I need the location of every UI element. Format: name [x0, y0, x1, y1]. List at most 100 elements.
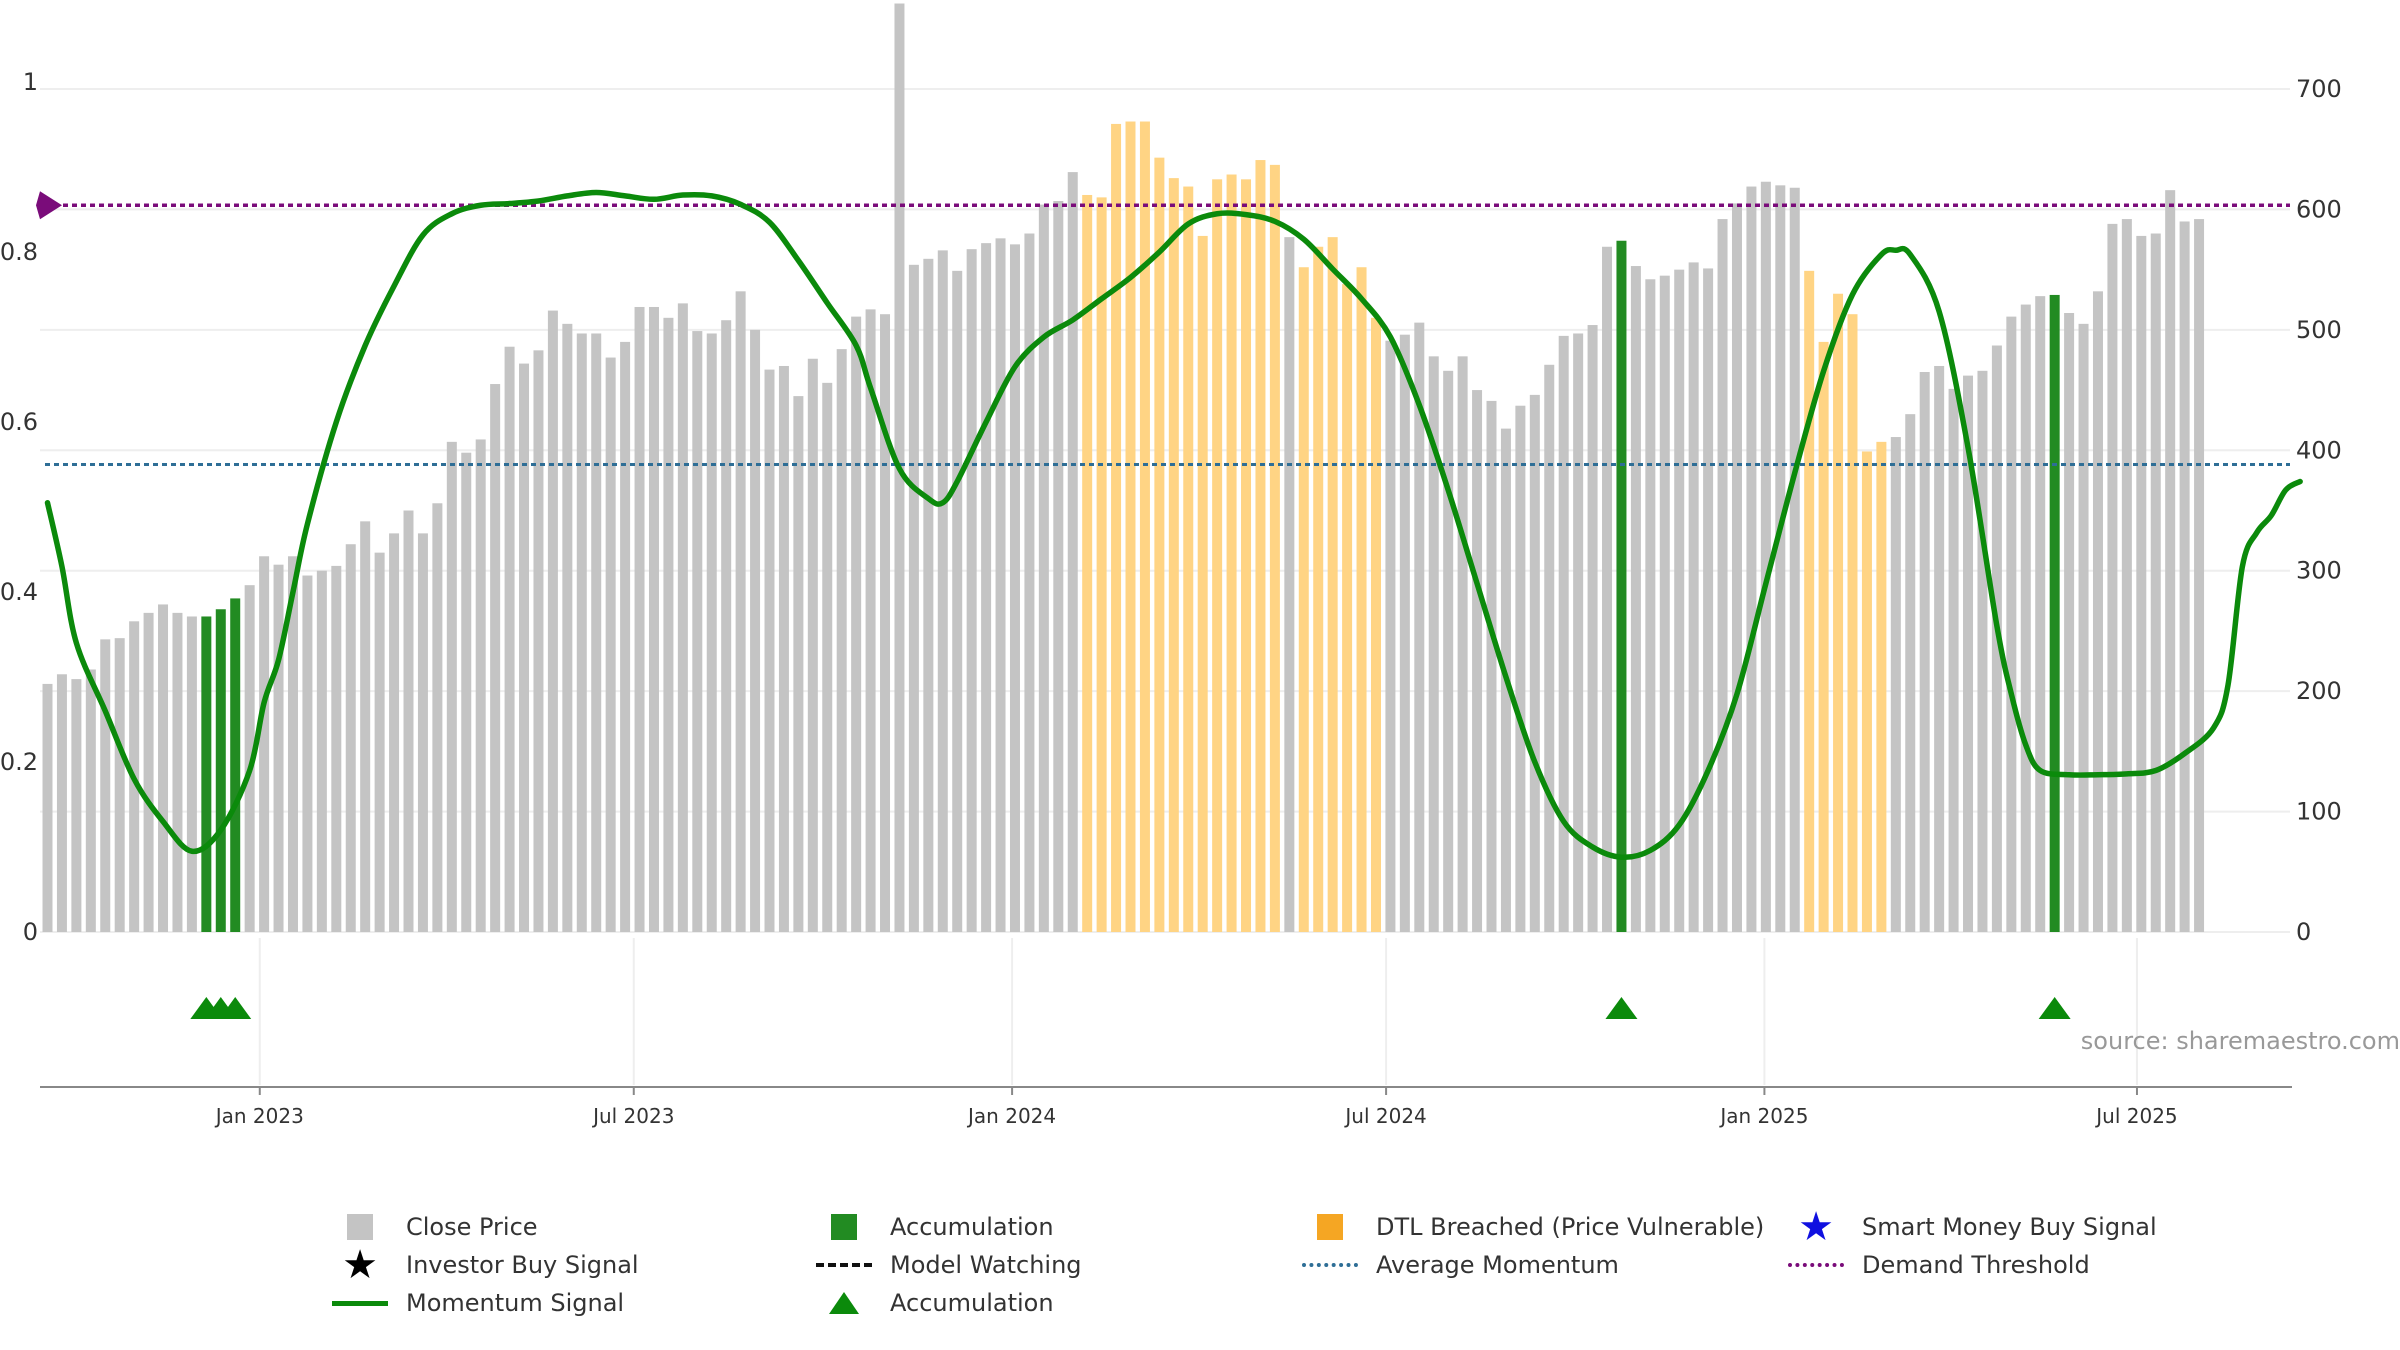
price-bar: [287, 556, 298, 932]
price-bar: [1385, 340, 1396, 933]
dtl-breached-bar: [1269, 164, 1280, 932]
price-bars: [42, 3, 2205, 933]
price-bar: [1443, 370, 1454, 932]
price-bar: [1934, 365, 1945, 932]
price-bar: [1717, 219, 1728, 932]
price-bar: [2179, 221, 2190, 932]
dtl-breached-bar: [1804, 270, 1815, 932]
price-bar: [937, 250, 948, 933]
price-bar: [186, 616, 197, 932]
legend-accumulation-marker: Accumulation: [804, 1284, 1054, 1322]
dtl-breached-bar: [1241, 179, 1252, 933]
price-bar: [692, 331, 703, 933]
price-bar: [374, 552, 385, 932]
price-bar: [1963, 375, 1974, 932]
price-bar: [677, 303, 688, 932]
price-bar: [1890, 437, 1901, 932]
price-bar: [533, 350, 544, 933]
price-bar: [100, 639, 111, 932]
price-bar: [851, 316, 862, 932]
price-bar: [1746, 186, 1757, 933]
dashed-line-icon: [804, 1246, 884, 1284]
left-axis-tick: 1: [23, 68, 38, 96]
legend-label: DTL Breached (Price Vulnerable): [1376, 1213, 1765, 1241]
price-bar: [735, 291, 746, 932]
dtl-breached-bar: [1125, 121, 1136, 932]
legend-label: Smart Money Buy Signal: [1862, 1213, 2157, 1241]
price-bar: [1760, 181, 1771, 933]
dtl-breached-bar: [1342, 284, 1353, 932]
price-bar: [1284, 237, 1295, 932]
left-axis-tick: 0.4: [0, 578, 38, 606]
legend-smart-money: ★ Smart Money Buy Signal: [1776, 1207, 2157, 1247]
dtl-breached-bar: [1154, 157, 1165, 932]
price-bar: [634, 306, 645, 932]
price-bar: [1688, 262, 1699, 933]
price-bar: [1602, 246, 1613, 933]
accumulation-triangle-icon: [2038, 997, 2071, 1019]
legend-label: Accumulation: [890, 1289, 1054, 1317]
price-bar: [2194, 219, 2205, 932]
price-bar: [576, 333, 587, 933]
price-bar: [1457, 356, 1468, 932]
price-bar: [1053, 200, 1064, 933]
x-axis-tick: Jan 2023: [214, 1104, 304, 1128]
dtl-breached-bar: [1139, 121, 1150, 932]
price-bar: [316, 570, 327, 932]
price-bar: [2064, 312, 2075, 932]
price-bar: [836, 349, 847, 932]
legend-average-momentum: Average Momentum: [1290, 1246, 1619, 1284]
price-bar: [432, 503, 443, 932]
price-bar: [1948, 388, 1959, 932]
legend-accumulation-bar: Accumulation: [804, 1208, 1054, 1246]
price-bar: [519, 363, 530, 932]
price-bar: [1009, 244, 1020, 933]
accumulation-bar: [2049, 294, 2060, 932]
price-bar: [1659, 275, 1670, 932]
price-bar: [2150, 233, 2161, 932]
accumulation-triangle-icon: [1605, 997, 1638, 1019]
momentum-signal-line: [44, 189, 2303, 861]
price-bar: [417, 533, 428, 932]
right-axis-tick: 0: [2296, 918, 2311, 946]
left-axis-tick: 0.6: [0, 408, 38, 436]
accumulation-bar: [201, 616, 212, 932]
legend-model-watching: Model Watching: [804, 1246, 1082, 1284]
legend-demand-threshold: Demand Threshold: [1776, 1246, 2090, 1284]
dtl-breached-bar: [1111, 123, 1122, 932]
dtl-breached-bar: [1876, 441, 1887, 932]
price-bar: [114, 638, 125, 932]
x-axis-tick: Jan 2025: [1718, 1104, 1808, 1128]
price-bar: [648, 306, 659, 932]
price-bar: [85, 669, 96, 932]
dtl-breached-bar: [1226, 174, 1237, 933]
legend-label: Momentum Signal: [406, 1289, 625, 1317]
price-bar: [750, 329, 761, 932]
right-axis-tick: 500: [2296, 316, 2342, 344]
price-bar: [403, 510, 414, 932]
dtl-breached-bar: [1096, 197, 1107, 932]
price-bar: [461, 452, 472, 932]
dtl-breached-bar: [1818, 341, 1829, 932]
price-bar: [1731, 203, 1742, 932]
price-bar: [721, 320, 732, 932]
dtl-breached-bar: [1356, 267, 1367, 933]
legend-investor-buy: ★ Investor Buy Signal: [320, 1245, 639, 1285]
legend-momentum-signal: Momentum Signal: [320, 1284, 624, 1322]
dotted-purple-line-icon: [1776, 1246, 1856, 1284]
price-bar: [1472, 390, 1483, 933]
price-bar: [172, 612, 183, 932]
price-bar: [1573, 333, 1584, 933]
price-bar: [1630, 266, 1641, 932]
right-axis-tick: 100: [2296, 798, 2342, 826]
price-bar: [302, 575, 313, 932]
price-bar: [1399, 334, 1410, 932]
threshold-marker-icon: [36, 191, 62, 220]
price-bar: [706, 333, 717, 933]
price-bar: [331, 565, 342, 932]
price-bar: [1428, 356, 1439, 932]
reference-lines: [36, 191, 2290, 466]
legend: Close Price Accumulation DTL Breached (P…: [320, 1207, 2220, 1338]
price-bar: [865, 309, 876, 932]
